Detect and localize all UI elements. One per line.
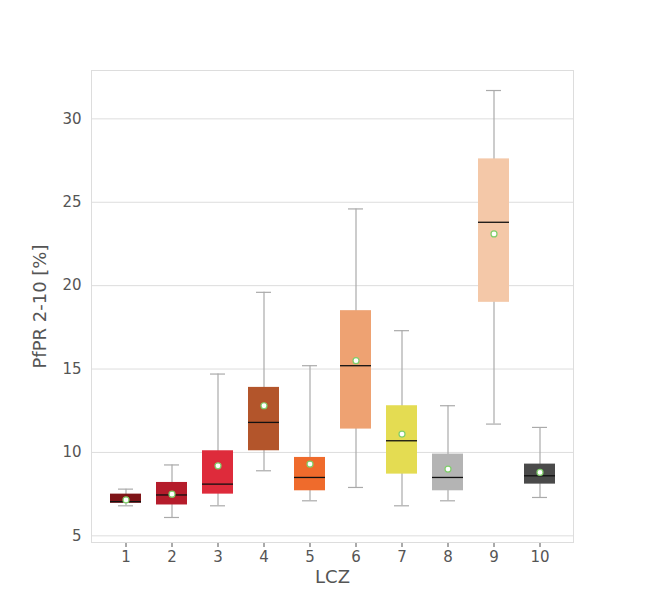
svg-text:10: 10 (530, 548, 549, 566)
svg-text:20: 20 (62, 276, 81, 294)
svg-text:10: 10 (62, 443, 81, 461)
svg-text:3: 3 (213, 548, 223, 566)
svg-text:PfPR 2-10 [%]: PfPR 2-10 [%] (29, 245, 50, 369)
svg-text:6: 6 (351, 548, 361, 566)
svg-text:25: 25 (62, 193, 81, 211)
svg-text:15: 15 (62, 360, 81, 378)
svg-text:1: 1 (121, 548, 131, 566)
svg-text:8: 8 (443, 548, 453, 566)
svg-text:4: 4 (259, 548, 269, 566)
svg-text:5: 5 (72, 527, 82, 545)
svg-text:5: 5 (305, 548, 315, 566)
svg-text:LCZ: LCZ (315, 566, 350, 587)
svg-text:7: 7 (397, 548, 407, 566)
svg-text:9: 9 (489, 548, 499, 566)
svg-text:2: 2 (167, 548, 177, 566)
svg-text:30: 30 (62, 110, 81, 128)
